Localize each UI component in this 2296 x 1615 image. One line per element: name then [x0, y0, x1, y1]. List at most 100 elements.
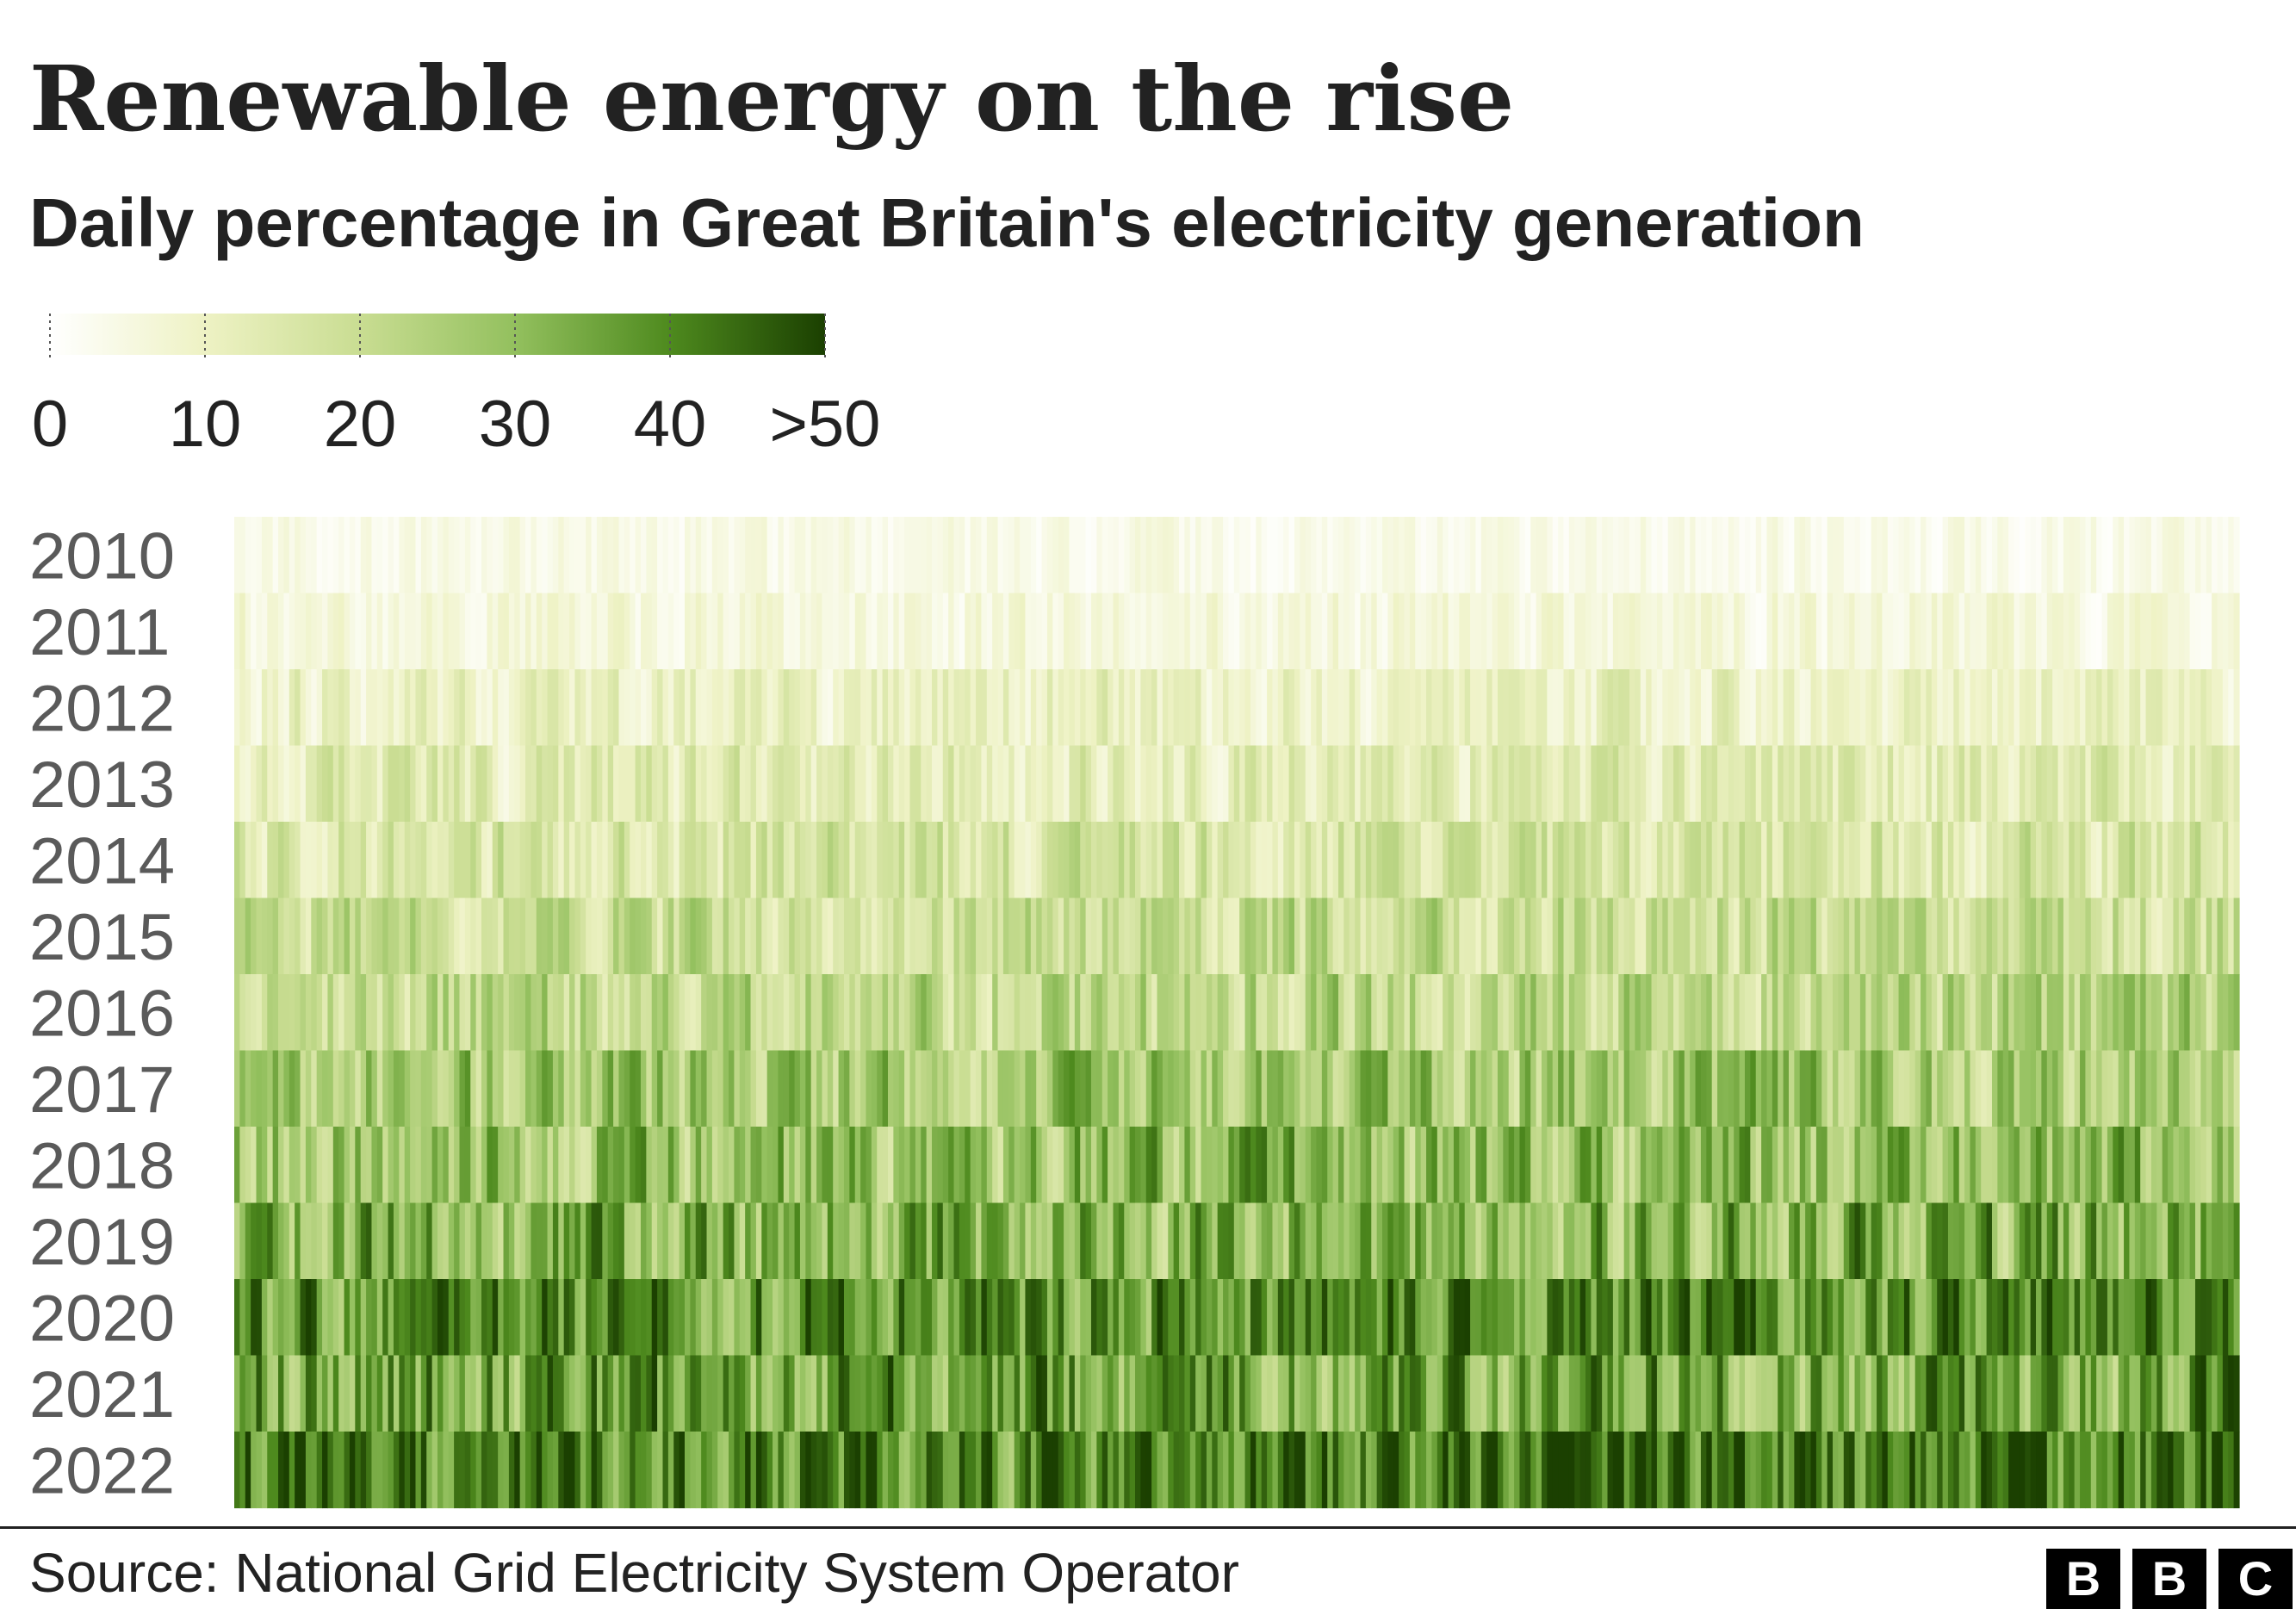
heatmap-cell: [1343, 974, 1350, 1052]
heatmap-cell: [481, 669, 487, 747]
heatmap-cell: [437, 517, 444, 594]
heatmap-cell: [915, 745, 922, 823]
heatmap-cell: [1124, 974, 1131, 1052]
heatmap-cell: [2002, 1127, 2009, 1204]
heatmap-cell: [2052, 1355, 2059, 1432]
heatmap-cell: [1409, 1279, 1416, 1357]
heatmap-cell: [932, 1432, 938, 1509]
heatmap-cell: [1931, 1355, 1938, 1432]
heatmap-cell: [635, 1050, 642, 1127]
heatmap-cell: [1623, 669, 1630, 747]
heatmap-cell: [2156, 1050, 2163, 1127]
heatmap-cell: [2014, 1432, 2020, 1509]
heatmap-cell: [239, 1355, 246, 1432]
heatmap-cell: [382, 517, 389, 594]
heatmap-cell: [860, 1355, 867, 1432]
heatmap-cell: [1206, 974, 1213, 1052]
heatmap-cell: [1101, 669, 1108, 747]
heatmap-cell: [1464, 1279, 1471, 1357]
heatmap-cell: [2057, 1355, 2064, 1432]
heatmap-cell: [1975, 898, 1982, 975]
heatmap-cell: [1349, 1050, 1356, 1127]
heatmap-cell: [431, 822, 438, 899]
heatmap-cell: [773, 974, 779, 1052]
heatmap-cell: [1046, 1202, 1053, 1280]
heatmap-cell: [2200, 1355, 2207, 1432]
heatmap-cell: [1189, 517, 1196, 594]
heatmap-cell: [420, 1050, 427, 1127]
heatmap-cell: [1135, 1127, 1141, 1204]
heatmap-cell: [492, 1202, 499, 1280]
heatmap-cell: [773, 822, 779, 899]
heatmap-cell: [1261, 517, 1268, 594]
heatmap-cell: [1942, 1355, 1949, 1432]
heatmap-cell: [1778, 1355, 1784, 1432]
heatmap-cell: [1722, 1202, 1729, 1280]
heatmap-cell: [1030, 1202, 1037, 1280]
heatmap-cell: [420, 822, 427, 899]
heatmap-cell: [618, 1279, 625, 1357]
heatmap-cell: [893, 745, 900, 823]
heatmap-cell: [1667, 1127, 1674, 1204]
heatmap-cell: [1002, 745, 1009, 823]
heatmap-cell: [1228, 1355, 1235, 1432]
heatmap-cell: [360, 1202, 367, 1280]
heatmap-cell: [1349, 974, 1356, 1052]
heatmap-cell: [1596, 669, 1603, 747]
heatmap-cell: [338, 1279, 345, 1357]
heatmap-cell: [1387, 517, 1394, 594]
heatmap-cell: [1728, 1050, 1734, 1127]
heatmap-cell: [766, 1279, 773, 1357]
heatmap-cell: [2057, 1050, 2064, 1127]
heatmap-cell: [1453, 1279, 1460, 1357]
heatmap-cell: [552, 898, 559, 975]
heatmap-cell: [1337, 898, 1344, 975]
heatmap-cell: [1893, 822, 1900, 899]
heatmap-cell: [443, 1050, 450, 1127]
heatmap-cell: [1020, 745, 1027, 823]
heatmap-cell: [388, 1279, 394, 1357]
heatmap-cell: [1327, 1432, 1334, 1509]
heatmap-cell: [371, 1279, 378, 1357]
heatmap-cell: [778, 669, 785, 747]
heatmap-cell: [887, 1202, 894, 1280]
heatmap-cell: [624, 593, 630, 670]
heatmap-cell: [822, 1432, 828, 1509]
heatmap-cell: [843, 517, 850, 594]
heatmap-cell: [1124, 1202, 1131, 1280]
heatmap-cell: [833, 1202, 840, 1280]
heatmap-cell: [552, 1355, 559, 1432]
heatmap-cell: [332, 669, 339, 747]
heatmap-cell: [701, 1127, 708, 1204]
heatmap-cell: [745, 898, 752, 975]
heatmap-cell: [1524, 974, 1531, 1052]
heatmap-cell: [1113, 898, 1120, 975]
heatmap-cell: [1189, 1432, 1196, 1509]
heatmap-cell: [651, 1432, 658, 1509]
heatmap-cell: [1085, 1050, 1092, 1127]
heatmap-cell: [965, 1050, 971, 1127]
heatmap-cell: [1711, 1050, 1718, 1127]
heatmap-cell: [2101, 822, 2108, 899]
heatmap-cell: [552, 1202, 559, 1280]
heatmap-cell: [1991, 1355, 1998, 1432]
heatmap-cell: [1607, 1127, 1614, 1204]
heatmap-cell: [563, 745, 570, 823]
heatmap-cell: [1233, 1127, 1240, 1204]
heatmap-cell: [1387, 1279, 1394, 1357]
heatmap-cell: [574, 974, 581, 1052]
heatmap-cell: [646, 974, 653, 1052]
heatmap-cell: [976, 1355, 983, 1432]
heatmap-cell: [761, 669, 768, 747]
heatmap-cell: [1108, 974, 1114, 1052]
heatmap-cell: [1673, 898, 1680, 975]
heatmap-cell: [2184, 1279, 2191, 1357]
heatmap-cell: [316, 593, 323, 670]
heatmap-cell: [1541, 974, 1548, 1052]
heatmap-cell: [1277, 1432, 1284, 1509]
heatmap-cell: [2085, 1355, 2092, 1432]
footer-divider: [0, 1526, 2296, 1529]
heatmap-cell: [431, 974, 438, 1052]
heatmap-cell: [261, 822, 268, 899]
heatmap-cell: [690, 669, 697, 747]
